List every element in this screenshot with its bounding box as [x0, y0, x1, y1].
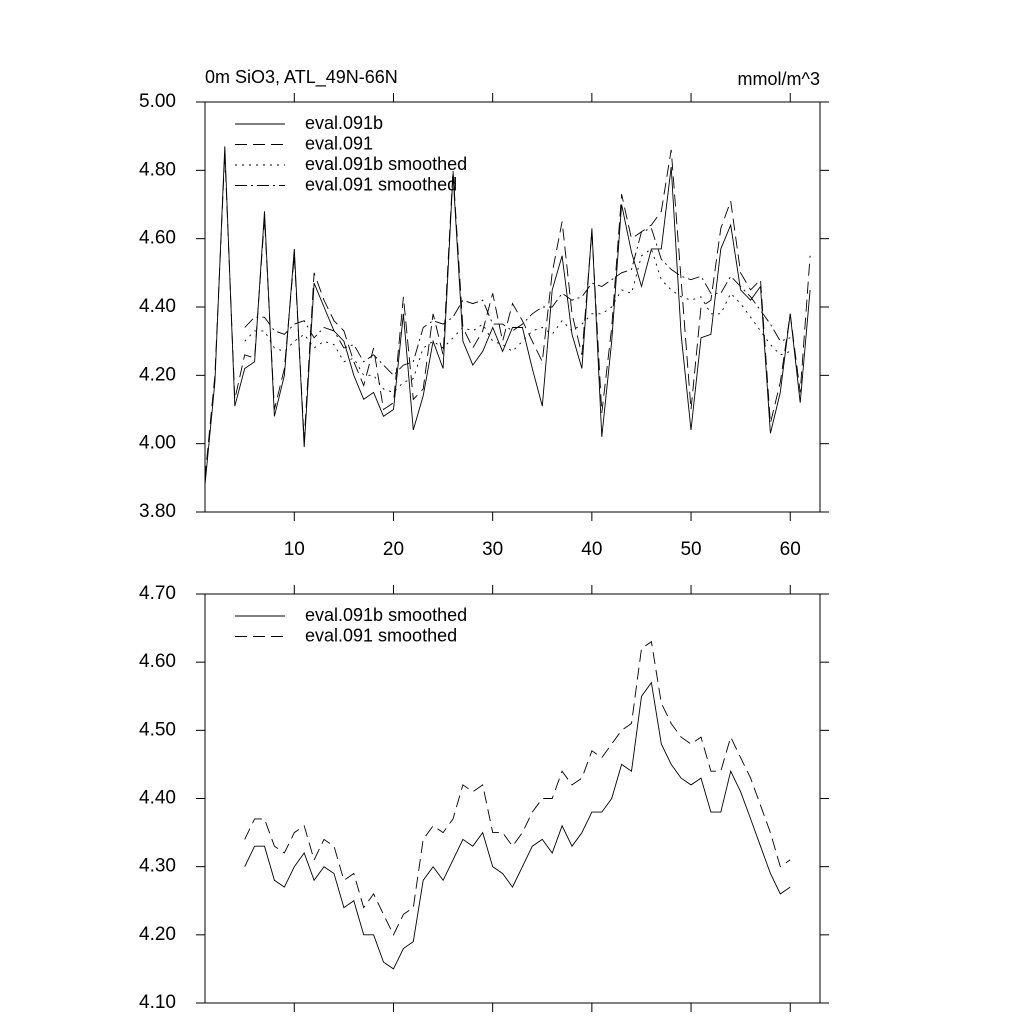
y-tick-label: 4.20 — [139, 924, 176, 945]
legend-label: eval.091b — [305, 113, 383, 133]
x-tick-label: 60 — [780, 539, 801, 560]
series-line — [204, 149, 811, 478]
y-tick-label: 4.30 — [139, 856, 176, 877]
series-line — [244, 640, 791, 936]
series-line — [244, 227, 791, 376]
y-tick-label: 3.80 — [139, 501, 176, 522]
legend-label: eval.091 — [305, 133, 373, 153]
legend-label: eval.091 smoothed — [305, 625, 457, 645]
series-line — [244, 681, 791, 970]
y-tick-label: 4.40 — [139, 296, 176, 317]
y-tick-label: 4.60 — [139, 228, 176, 249]
y-tick-label: 4.20 — [139, 364, 176, 385]
y-tick-label: 4.00 — [139, 433, 176, 454]
x-tick-label: 40 — [581, 539, 602, 560]
units-label: mmol/m^3 — [738, 69, 820, 89]
plot-frame — [204, 593, 821, 1004]
y-tick-label: 5.00 — [139, 91, 176, 112]
y-tick-label: 4.80 — [139, 159, 176, 180]
x-tick-label: 10 — [284, 539, 305, 560]
y-tick-label: 4.10 — [139, 992, 176, 1013]
plot-frame — [204, 101, 821, 513]
chart-title: 0m SiO3, ATL_49N-66N — [205, 67, 398, 88]
legend-label: eval.091b smoothed — [305, 605, 467, 625]
x-tick-label: 50 — [680, 539, 701, 560]
y-tick-label: 4.40 — [139, 788, 176, 809]
x-tick-label: 20 — [383, 539, 404, 560]
legend-label: eval.091 smoothed — [305, 174, 457, 194]
y-tick-label: 4.60 — [139, 651, 176, 672]
x-tick-label: 30 — [482, 539, 503, 560]
y-tick-label: 4.50 — [139, 719, 176, 740]
y-tick-label: 4.70 — [139, 583, 176, 604]
legend-label: eval.091b smoothed — [305, 154, 467, 174]
